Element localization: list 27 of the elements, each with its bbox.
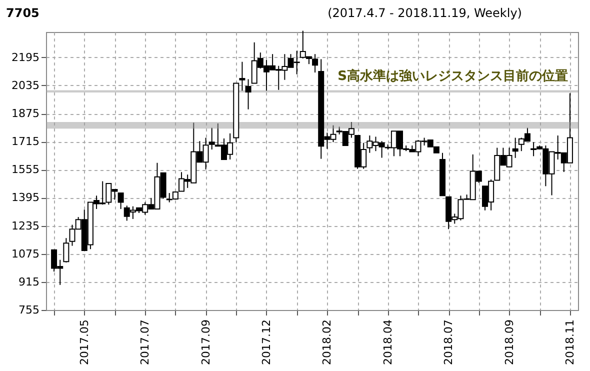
annotation: S高水準は強いレジスタンス目前の位置 [338,68,568,84]
x-tick-label: 2018.11 [563,320,576,365]
y-tick-label: 1235 [12,219,40,232]
y-tick-label: 915 [18,275,40,288]
y-tick-label: 1395 [12,191,40,204]
y-tick-label: 1075 [12,247,40,260]
x-tick-label: 2017.07 [138,320,152,365]
y-tick-label: 1555 [12,163,40,176]
x-tick-label: 2017.09 [199,320,212,365]
x-tick-label: 2017.12 [260,320,273,365]
candlestick [239,61,246,92]
candlestick [245,78,252,110]
x-tick-label: 2018.09 [502,320,516,365]
y-tick-label: 1715 [12,135,40,148]
candlestick [118,192,124,210]
x-tick-label: 2018.07 [442,320,456,365]
y-tick-label: 1875 [12,107,40,120]
chart-subtitle: (2017.4.7 - 2018.11.19, Weekly) [328,6,522,20]
candlestick [512,137,518,158]
y-tick-label: 2035 [12,78,40,92]
candlestick [63,238,70,263]
x-tick-label: 2018.02 [320,320,334,365]
x-tick-label: 2017.05 [78,320,91,365]
y-tick-label: 755 [18,304,40,316]
x-tick-label: 2018.04 [381,320,394,365]
chart-title: 7705 [6,6,40,20]
y-tick-label: 2195 [12,50,40,64]
